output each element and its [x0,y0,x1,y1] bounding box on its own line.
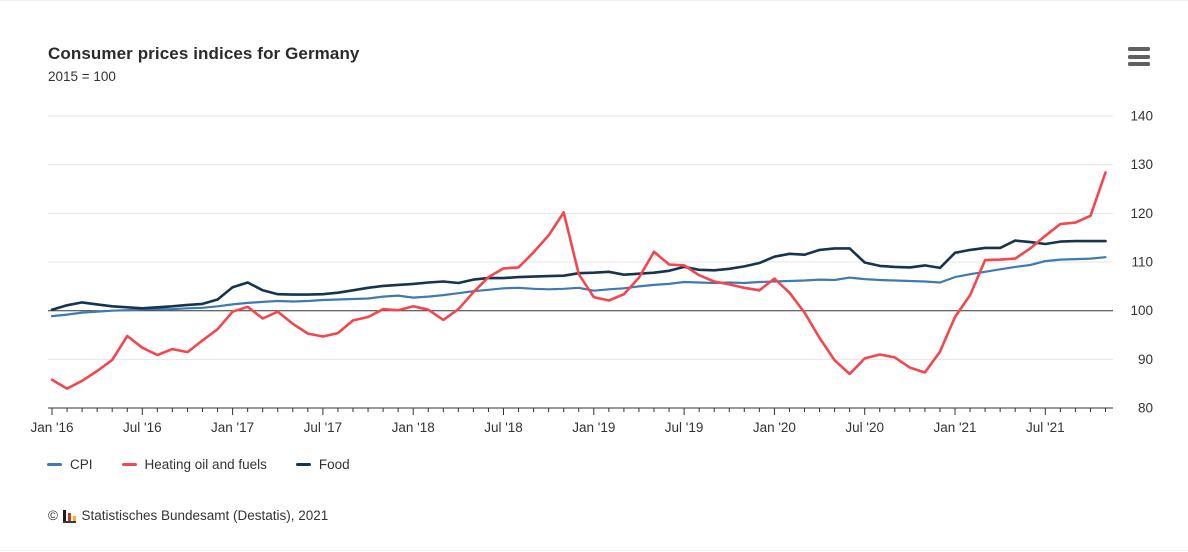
x-axis-label: Jul '21 [1026,420,1065,435]
legend-label: CPI [70,457,93,472]
x-axis-label: Jan '16 [30,420,73,435]
legend-item-cpi[interactable]: CPI [47,457,93,472]
x-axis-label: Jan '20 [753,420,796,435]
source-credit: © Statistisches Bundesamt (Destatis), 20… [48,508,328,523]
hamburger-icon [1128,62,1150,66]
legend-item-heating-oil-and-fuels[interactable]: Heating oil and fuels [121,457,267,472]
y-axis-label: 80 [1138,401,1153,416]
source-text[interactable]: Statistisches Bundesamt (Destatis), 2021 [81,508,329,523]
heating-oil-line-swatch-icon [121,463,137,466]
food-line-swatch-icon [295,463,311,466]
x-axis-label: Jan '21 [933,420,976,435]
x-axis-label: Jul '20 [845,420,884,435]
series-line-heating-oil-and-fuels[interactable] [50,171,1107,390]
y-axis-label: 100 [1130,303,1153,318]
x-axis-label: Jul '19 [665,420,704,435]
chart-subtitle: 2015 = 100 [48,69,116,84]
chart-legend: CPI Heating oil and fuels Food [47,457,350,472]
y-axis-label: 120 [1130,206,1153,221]
x-axis-label: Jul '18 [484,420,523,435]
series-line-cpi[interactable] [50,256,1107,318]
x-axis-label: Jan '19 [572,420,615,435]
chart-title: Consumer prices indices for Germany [48,44,360,63]
x-axis-label: Jul '17 [304,420,343,435]
x-axis-label: Jan '17 [211,420,254,435]
cpi-line-swatch-icon [47,463,62,466]
y-axis-label: 90 [1138,352,1153,367]
chart-context-menu-button[interactable] [1128,47,1150,66]
copyright-symbol: © [48,508,58,523]
destatis-logo-icon [62,508,77,523]
legend-label: Food [318,457,350,472]
y-axis-label: 140 [1130,109,1153,124]
legend-item-food[interactable]: Food [295,457,350,472]
hamburger-icon [1128,54,1150,59]
legend-label: Heating oil and fuels [144,457,267,472]
x-axis-label: Jan '18 [392,420,435,435]
y-axis-label: 130 [1130,157,1153,172]
x-axis-label: Jul '16 [123,420,162,435]
hamburger-icon [1128,47,1150,51]
y-axis-label: 110 [1131,255,1153,270]
